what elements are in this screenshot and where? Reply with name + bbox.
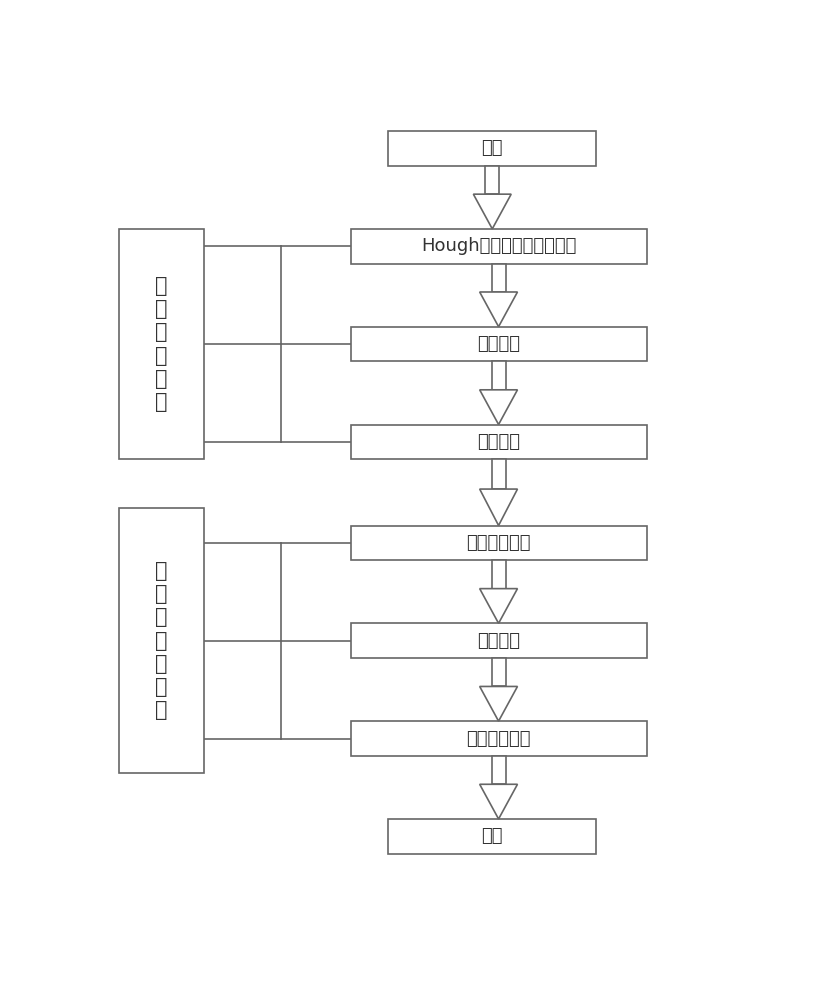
Text: 开始: 开始: [481, 139, 503, 157]
Text: 信息采集: 信息采集: [477, 335, 520, 353]
Bar: [350, 327, 646, 361]
Bar: [492, 658, 506, 686]
Text: 尺
度
变
换
模
型: 尺 度 变 换 模 型: [155, 276, 167, 412]
Polygon shape: [480, 390, 518, 425]
Bar: [119, 229, 204, 459]
Text: 图像分割: 图像分割: [477, 632, 520, 650]
Bar: [350, 623, 646, 658]
Bar: [389, 131, 596, 166]
Polygon shape: [480, 292, 518, 327]
Bar: [389, 819, 596, 854]
Text: Hough变换检测圆心与半径: Hough变换检测圆心与半径: [421, 237, 576, 255]
Text: 网格结构划分: 网格结构划分: [467, 534, 531, 552]
Bar: [492, 361, 506, 390]
Polygon shape: [480, 686, 518, 721]
Bar: [492, 264, 506, 292]
Polygon shape: [473, 194, 511, 229]
Bar: [492, 459, 506, 489]
Text: 结束: 结束: [481, 827, 503, 845]
Text: 尺度变换: 尺度变换: [477, 433, 520, 451]
Text: 活动区域识别: 活动区域识别: [467, 730, 531, 748]
Bar: [485, 166, 499, 194]
Bar: [492, 560, 506, 589]
Bar: [350, 526, 646, 560]
Bar: [350, 425, 646, 459]
Text: 区
域
分
割
与
识
别: 区 域 分 割 与 识 别: [155, 561, 167, 720]
Polygon shape: [480, 589, 518, 623]
Polygon shape: [480, 784, 518, 819]
Bar: [492, 756, 506, 784]
Bar: [350, 721, 646, 756]
Bar: [119, 508, 204, 773]
Bar: [350, 229, 646, 264]
Polygon shape: [480, 489, 518, 526]
